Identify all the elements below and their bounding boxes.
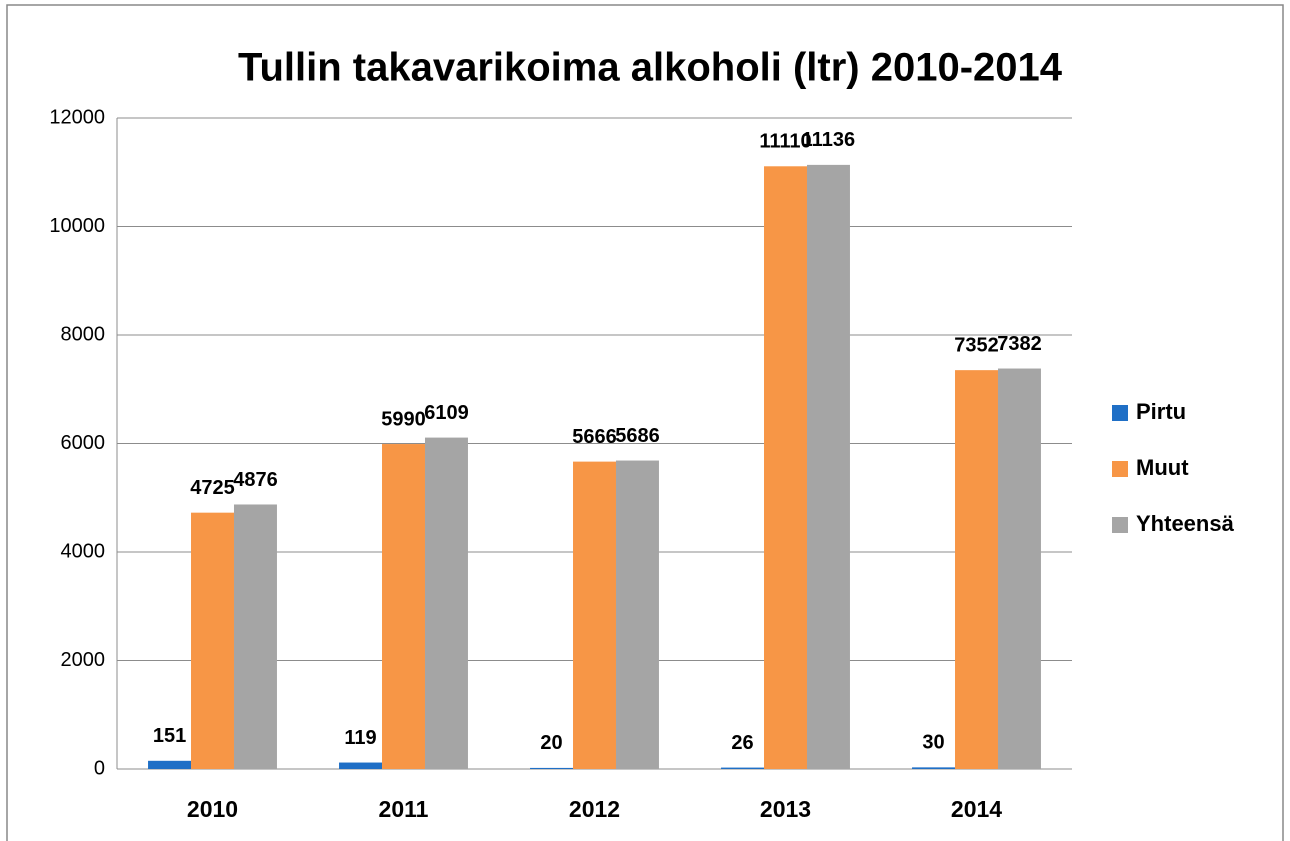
data-label: 5990	[381, 408, 426, 430]
y-tick-label: 6000	[61, 432, 106, 454]
x-tick-label: 2014	[951, 796, 1002, 822]
bar	[339, 762, 383, 769]
data-label: 7352	[954, 334, 999, 356]
bar	[912, 767, 956, 769]
bar	[955, 370, 998, 769]
bar	[382, 444, 425, 769]
y-tick-label: 8000	[61, 323, 106, 345]
bar	[424, 437, 468, 769]
bar	[721, 767, 765, 769]
data-label: 5666	[572, 426, 617, 448]
bar	[530, 767, 574, 769]
data-label: 151	[153, 725, 186, 747]
bar	[148, 760, 192, 769]
y-tick-label: 12000	[49, 106, 105, 128]
data-label: 11110	[759, 131, 811, 153]
y-tick-label: 4000	[61, 540, 106, 562]
bar	[573, 461, 616, 769]
legend-swatch	[1112, 461, 1128, 477]
y-tick-label: 10000	[49, 215, 105, 237]
legend-label: Muut	[1136, 455, 1189, 480]
bar	[615, 460, 659, 769]
data-label: 5686	[615, 425, 660, 447]
chart-title: Tullin takavarikoima alkoholi (ltr) 2010…	[238, 46, 1063, 90]
bar	[233, 504, 277, 769]
x-tick-label: 2012	[569, 796, 620, 822]
legend-label: Yhteensä	[1136, 511, 1235, 536]
data-label: 6109	[424, 402, 469, 424]
y-tick-label: 0	[94, 757, 105, 779]
data-label: 11136	[802, 129, 855, 151]
data-label: 30	[922, 732, 944, 754]
data-label: 20	[540, 732, 562, 754]
data-label: 4876	[233, 469, 278, 491]
x-tick-label: 2010	[187, 796, 238, 822]
legend-label: Pirtu	[1136, 399, 1186, 424]
bar	[764, 166, 807, 770]
y-tick-label: 2000	[61, 649, 106, 671]
bar	[806, 164, 850, 769]
data-label: 119	[344, 727, 376, 749]
legend-swatch	[1112, 405, 1128, 421]
bar	[191, 512, 234, 769]
data-label: 4725	[190, 477, 235, 499]
bar	[997, 368, 1041, 769]
x-tick-label: 2011	[379, 796, 429, 822]
data-label: 26	[731, 732, 753, 754]
legend-swatch	[1112, 517, 1128, 533]
x-tick-label: 2013	[760, 796, 811, 822]
data-label: 7382	[997, 333, 1042, 355]
